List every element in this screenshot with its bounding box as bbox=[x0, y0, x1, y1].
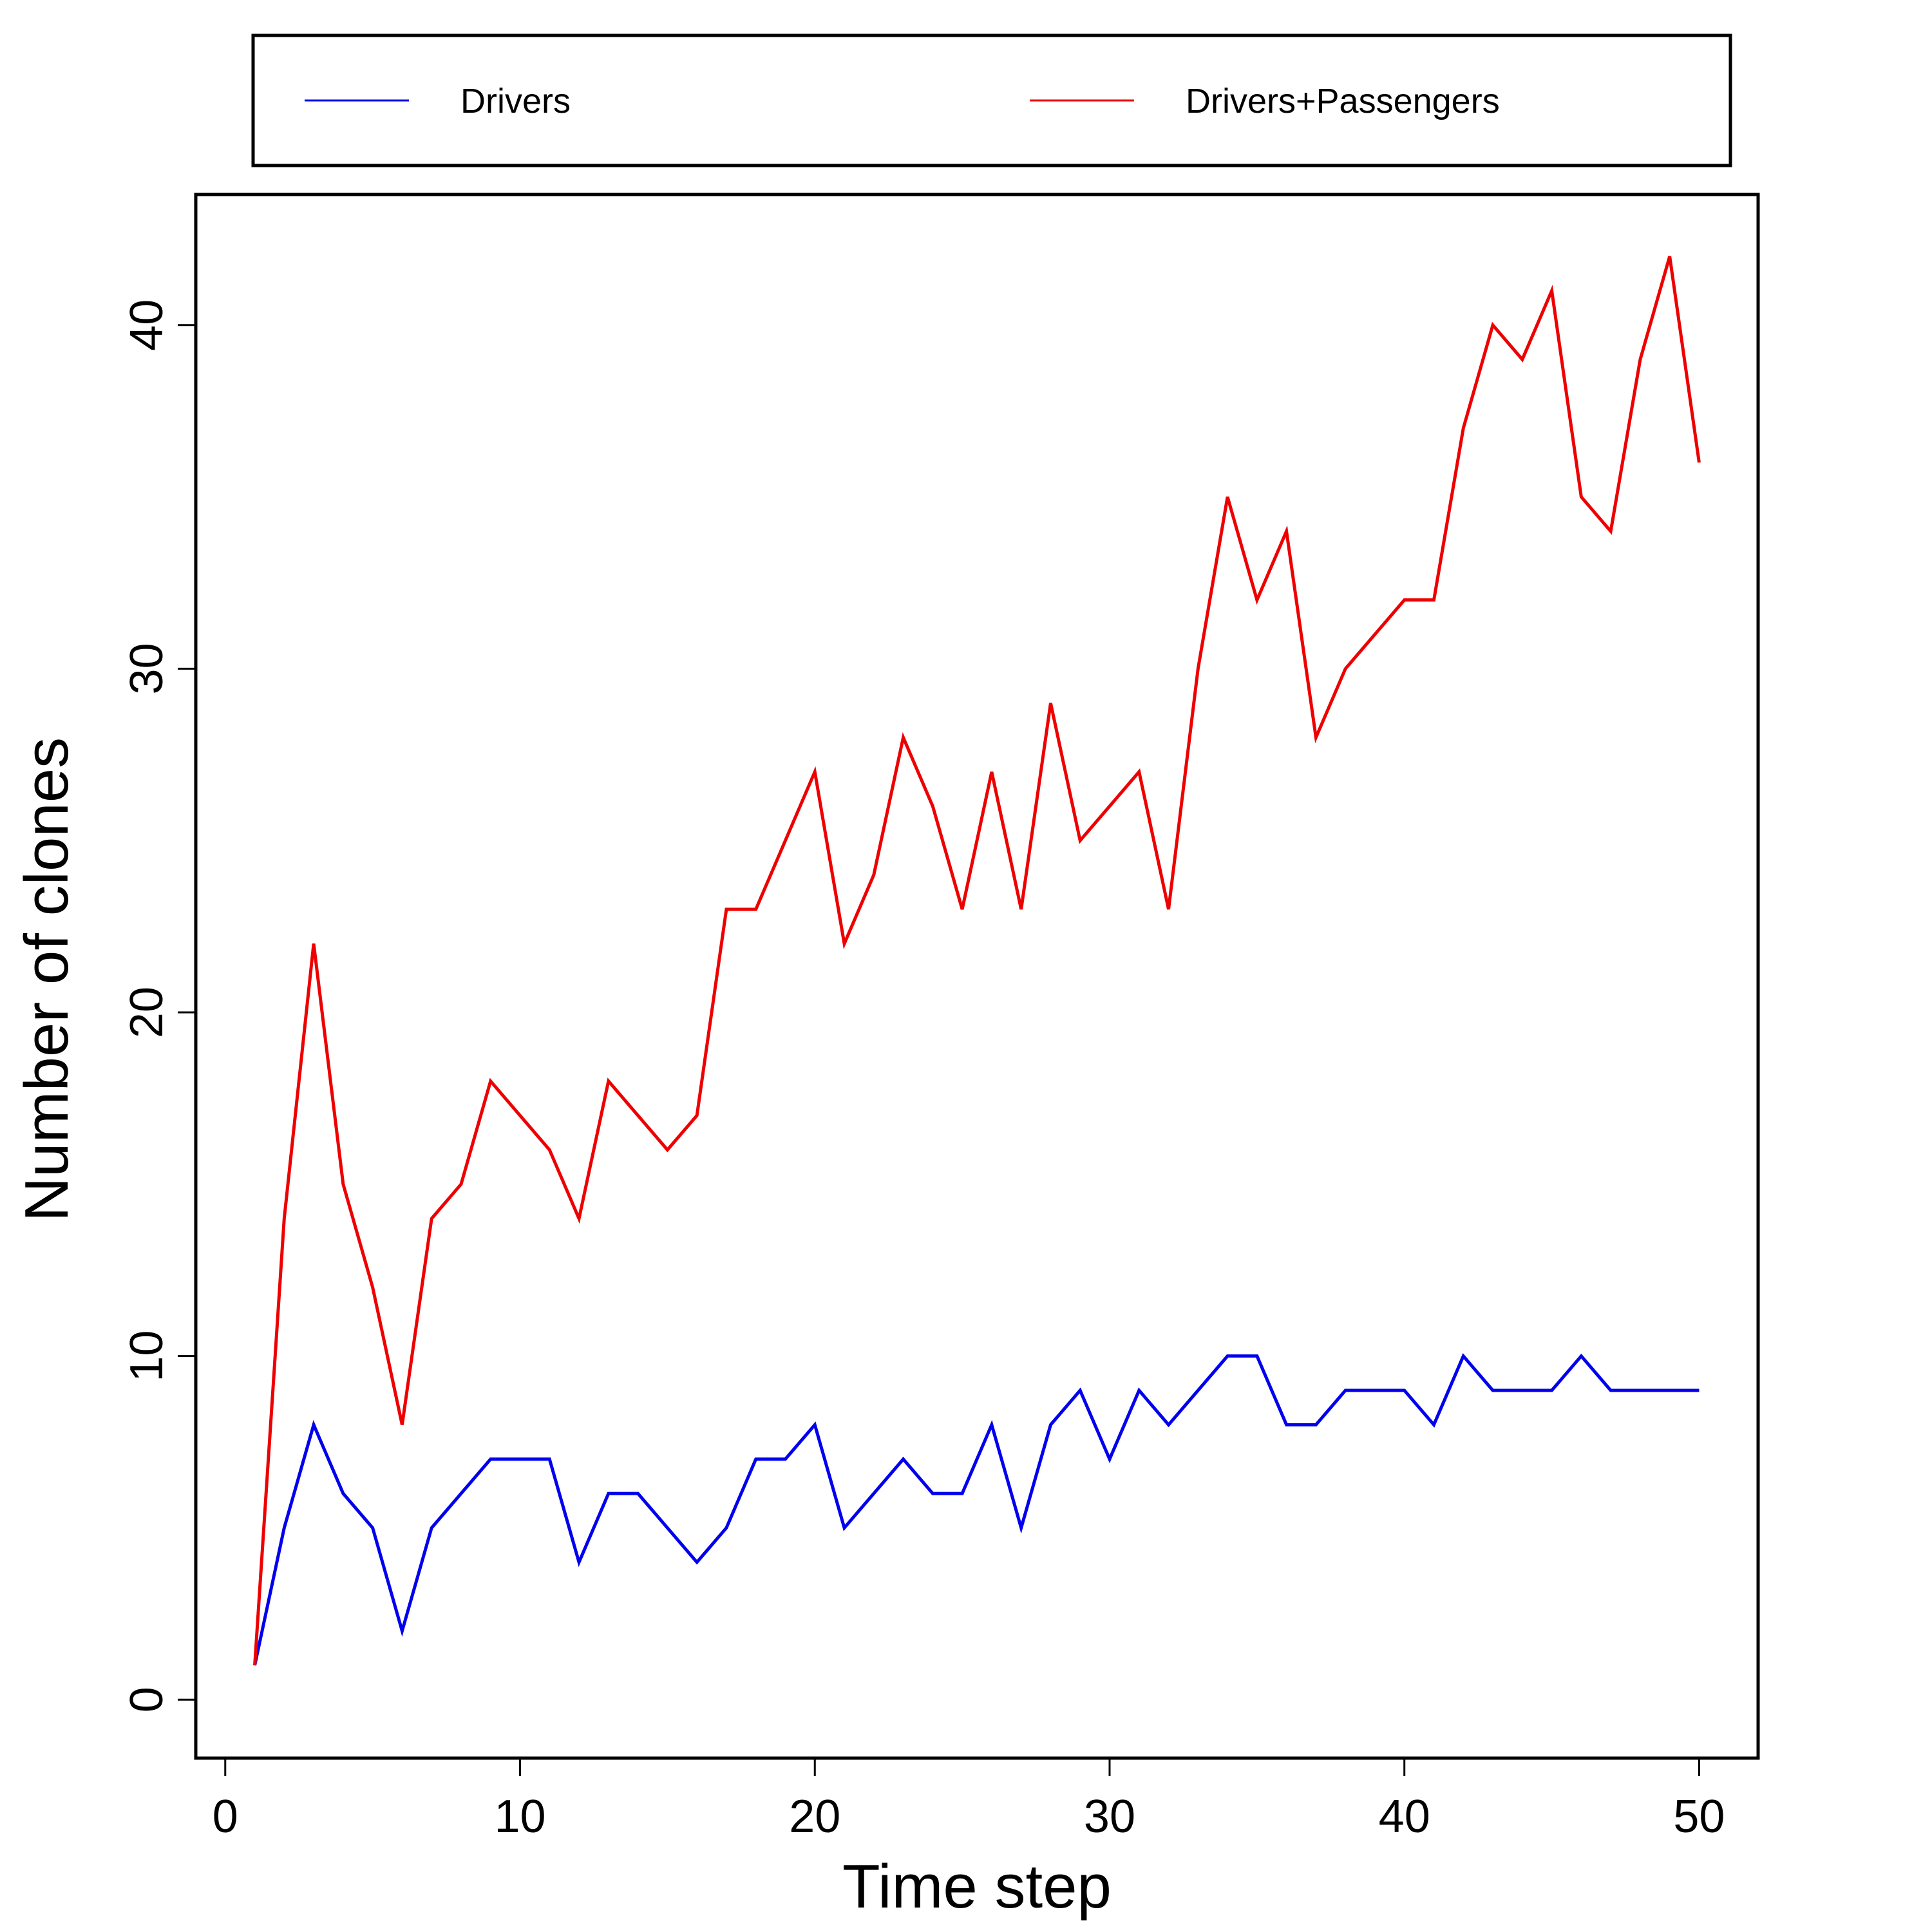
series-line-drivers bbox=[253, 1352, 1700, 1666]
y-axis-title: Number of clones bbox=[12, 737, 81, 1222]
legend: Drivers Drivers+Passengers bbox=[251, 33, 1732, 167]
legend-label-drivers-passengers: Drivers+Passengers bbox=[1186, 82, 1500, 120]
series-layer bbox=[253, 256, 1701, 1666]
legend-label-drivers: Drivers bbox=[460, 82, 571, 120]
plot-frame bbox=[194, 193, 1760, 1760]
x-tick-label: 10 bbox=[494, 1791, 545, 1842]
x-tick-label: 20 bbox=[789, 1791, 840, 1842]
x-axis-title: Time step bbox=[842, 1852, 1112, 1921]
y-tick-label: 0 bbox=[121, 1687, 173, 1712]
y-tick-label: 30 bbox=[121, 643, 173, 694]
x-tick-label: 40 bbox=[1379, 1791, 1430, 1842]
legend-box bbox=[251, 33, 1732, 167]
y-tick-label: 10 bbox=[121, 1331, 173, 1382]
series-line-drivers-passengers bbox=[253, 256, 1701, 1666]
x-tick-label: 50 bbox=[1673, 1791, 1725, 1842]
y-axis: 0 10 20 30 40 bbox=[121, 299, 197, 1712]
y-tick-label: 20 bbox=[121, 987, 173, 1038]
y-tick-label: 40 bbox=[121, 299, 173, 351]
x-tick-label: 30 bbox=[1084, 1791, 1135, 1842]
x-axis: 0 10 20 30 40 50 bbox=[213, 1757, 1725, 1842]
x-tick-label: 0 bbox=[213, 1791, 238, 1842]
